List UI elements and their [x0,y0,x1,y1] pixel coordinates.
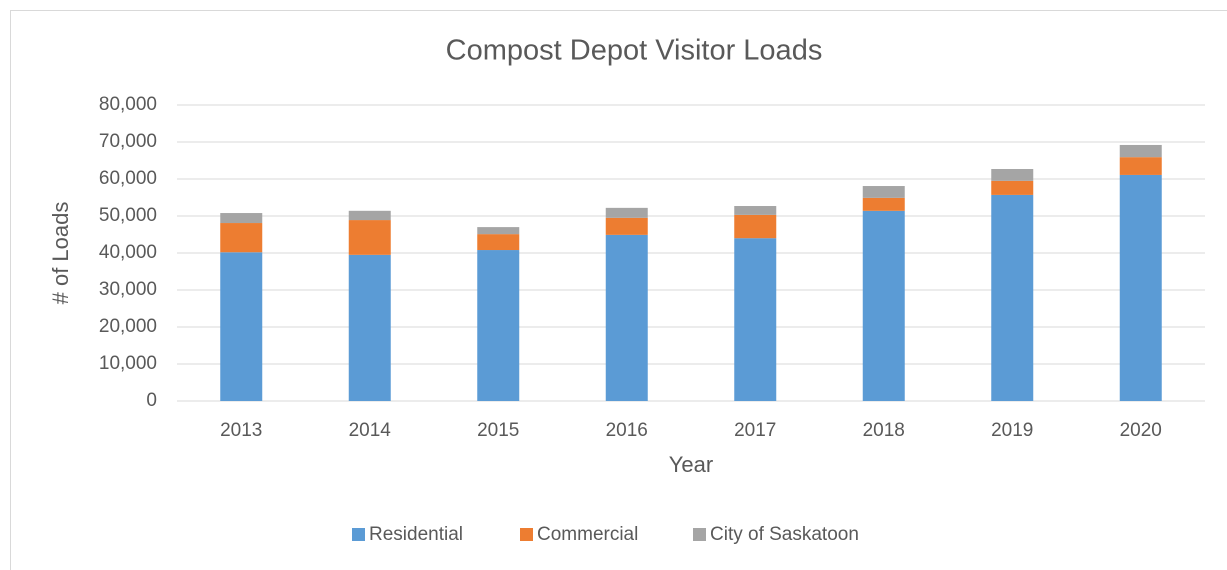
y-tick-label: 30,000 [99,279,157,300]
x-tick-label: 2017 [734,420,776,441]
bar-segment [605,217,648,235]
y-tick-label: 10,000 [99,353,157,374]
legend-label: City of Saskatoon [710,524,859,545]
bar-segment [734,214,777,239]
x-axis-title: Year [669,452,713,477]
bar-segment [605,234,648,401]
y-tick-label: 40,000 [99,242,157,263]
y-tick-label: 50,000 [99,205,157,226]
bar-segment [348,210,391,221]
bar-segment [862,210,905,401]
x-tick-label: 2013 [220,420,262,441]
x-tick-label: 2020 [1120,420,1162,441]
bar-segment [477,227,520,235]
chart-title: Compost Depot Visitor Loads [446,35,823,67]
bar-segment [862,197,905,211]
bar-segment [991,169,1034,181]
bar-segment [862,186,905,198]
bar-segment [1119,157,1162,175]
bar-segment [605,207,648,218]
legend-swatch [352,528,365,541]
bar-segment [477,250,520,401]
x-tick-label: 2018 [863,420,905,441]
y-tick-label: 70,000 [99,131,157,152]
bar-segment [348,220,391,255]
bar-segment [1119,174,1162,401]
y-axis-title: # of Loads [48,202,73,305]
legend-swatch [520,528,533,541]
x-tick-label: 2015 [477,420,519,441]
bar-segment [348,254,391,401]
legend-swatch [693,528,706,541]
bar-segment [477,234,520,251]
bar-segment [220,252,263,401]
legend-label: Residential [369,524,463,545]
bar-segment [734,206,777,215]
y-tick-label: 60,000 [99,168,157,189]
bar-segment [220,213,263,224]
x-tick-label: 2014 [349,420,392,441]
y-tick-label: 0 [146,390,157,411]
bar-segment [734,238,777,401]
y-tick-label: 20,000 [99,316,157,337]
x-tick-label: 2016 [606,420,648,441]
x-tick-label: 2019 [991,420,1033,441]
y-tick-label: 80,000 [99,94,157,115]
bar-segment [991,180,1034,195]
bar-segment [991,194,1034,401]
legend-label: Commercial [537,524,638,545]
bar-segment [1119,144,1162,158]
bar-segment [220,223,263,253]
